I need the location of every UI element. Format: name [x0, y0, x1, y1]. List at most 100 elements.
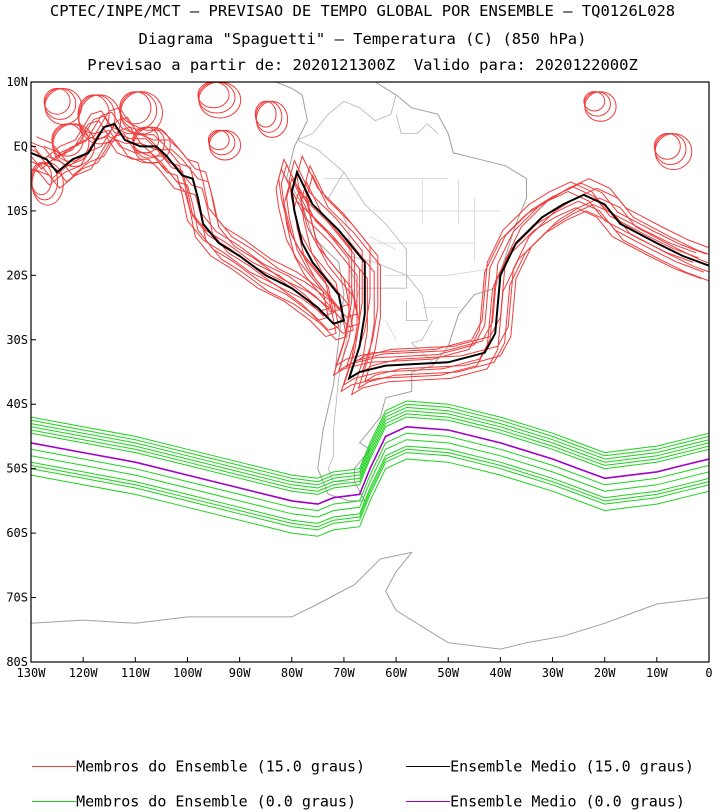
lon-tick-label: 40W [490, 666, 512, 680]
lat-tick-label: 20S [6, 268, 28, 282]
ensemble-mean-15-line [31, 122, 709, 381]
ensemble-member-15-line [31, 115, 699, 372]
legend-item-mean-0: Ensemble Medio (0.0 graus) [388, 771, 685, 811]
lon-tick-label: 130W [17, 666, 47, 680]
lat-tick-label: 70S [6, 591, 28, 605]
lon-tick-label: 30W [542, 666, 564, 680]
legend-label: Ensemble Medio (15.0 graus) [450, 757, 694, 776]
lat-tick-label: 60S [6, 526, 28, 540]
ensemble-member-15-contour [31, 162, 53, 196]
legend-swatch-black [406, 766, 451, 767]
lon-tick-label: 50W [437, 666, 459, 680]
ensemble-member-0-line [31, 432, 709, 512]
lon-tick-label: 10W [646, 666, 668, 680]
lon-tick-label: 90W [229, 666, 251, 680]
ensemble-mean-layer [31, 122, 709, 505]
lon-tick-label: 0 [705, 666, 712, 680]
legend-label: Ensemble Medio (0.0 graus) [450, 792, 685, 811]
ensemble-member-0-line [31, 439, 709, 518]
ensemble-member-15-line [36, 107, 709, 364]
legend-item-member-0: Membros do Ensemble (0.0 graus) [14, 771, 356, 811]
lat-tick-label: 10S [6, 204, 28, 218]
lon-tick-label: 70W [333, 666, 355, 680]
country-border [327, 171, 350, 256]
ensemble-member-15-contour [31, 162, 64, 206]
ensemble-member-15-contour [197, 82, 236, 114]
lat-tick-label: 30S [6, 333, 28, 347]
ensemble-member-15-line [33, 139, 709, 396]
axis-ticks: 130W 120W 110W 100W 90W 80W 70W 60W 50W 40W 30W 20W… [6, 75, 712, 680]
ensemble-member-15-contour [197, 82, 230, 109]
legend-swatch-red [32, 766, 77, 767]
coastline-antarctica [31, 551, 709, 650]
coastline-south-america [286, 82, 527, 502]
ensemble-member-15-contour [44, 87, 77, 120]
ensemble-member-0-line [31, 458, 709, 537]
lon-tick-label: 60W [385, 666, 407, 680]
ensemble-member-15-contour [654, 133, 687, 165]
legend-swatch-purple [406, 801, 451, 802]
ensemble-member-15-contour [584, 91, 617, 122]
ensemble-mean-0-line [31, 425, 709, 505]
legend-label: Membros do Ensemble (0.0 graus) [76, 792, 357, 811]
country-border [406, 275, 428, 321]
country-border [296, 100, 360, 141]
ensemble-member-15-contour [254, 100, 277, 128]
ensemble-member-15-line [31, 110, 697, 367]
lon-tick-label: 100W [173, 666, 203, 680]
lon-tick-label: 120W [69, 666, 99, 680]
spaghetti-map: 130W 120W 110W 100W 90W 80W 70W 60W 50W 40W 30W 20W… [6, 75, 712, 680]
ensemble-members-15-layer [31, 82, 709, 396]
ensemble-member-0-line [31, 416, 709, 495]
lon-tick-label: 110W [121, 666, 151, 680]
country-border [395, 114, 439, 134]
coastline-layer [31, 82, 709, 650]
ensemble-member-15-contour [583, 91, 611, 117]
ensemble-member-15-line [46, 126, 709, 383]
ensemble-member-15-contour [198, 82, 242, 119]
ensemble-member-15-contour [133, 126, 171, 164]
lat-tick-label: 80S [6, 655, 28, 669]
country-border [410, 320, 433, 363]
chart-subtitle: Diagrama "Spaguetti" – Temperatura (C) (… [138, 30, 587, 48]
ensemble-member-15-contour [653, 133, 681, 160]
ensemble-member-15-contour [255, 100, 283, 133]
lat-tick-label: 10N [6, 75, 28, 89]
legend-swatch-green [32, 801, 77, 802]
ensemble-member-15-contour [119, 91, 152, 125]
lon-tick-label: 80W [281, 666, 303, 680]
ensemble-member-0-line [31, 403, 709, 483]
chart-title: CPTEC/INPE/MCT – PREVISAO DE TEMPO GLOBA… [49, 2, 676, 20]
ensemble-members-0-layer [31, 400, 709, 537]
lat-tick-label: 50S [6, 462, 28, 476]
legend-item-member-15: Membros do Ensemble (15.0 graus) [14, 736, 365, 776]
ensemble-member-0-line [31, 445, 709, 524]
state-border [385, 268, 491, 276]
ensemble-member-15-line [40, 133, 709, 390]
legend-label: Membros do Ensemble (15.0 graus) [76, 757, 366, 776]
ensemble-member-15-line [43, 116, 709, 374]
coastline-central-america [275, 82, 303, 96]
ensemble-member-15-contour [132, 126, 165, 159]
lat-tick-label: EQ [14, 139, 28, 153]
ensemble-member-0-line [31, 406, 709, 486]
ensemble-member-15-contour [208, 129, 242, 161]
ensemble-member-15-contour [120, 91, 164, 135]
legend-item-mean-15: Ensemble Medio (15.0 graus) [388, 736, 694, 776]
lat-tick-label: 40S [6, 397, 28, 411]
ensemble-member-15-contour [78, 94, 122, 145]
country-border [359, 94, 397, 122]
ensemble-member-15-contour [43, 87, 71, 115]
state-border [385, 320, 397, 340]
ensemble-member-0-line [31, 400, 709, 479]
ensemble-member-0-line [31, 448, 709, 528]
ensemble-member-15-contour [654, 133, 693, 171]
ensemble-member-15-contour [208, 129, 236, 156]
ensemble-member-0-line [31, 413, 709, 492]
country-border [296, 139, 345, 173]
ensemble-member-15-line [31, 120, 694, 377]
ensemble-member-15-contour [583, 91, 606, 112]
state-border [369, 236, 397, 250]
plot-frame [30, 81, 710, 663]
ensemble-member-15-contour [207, 129, 230, 151]
